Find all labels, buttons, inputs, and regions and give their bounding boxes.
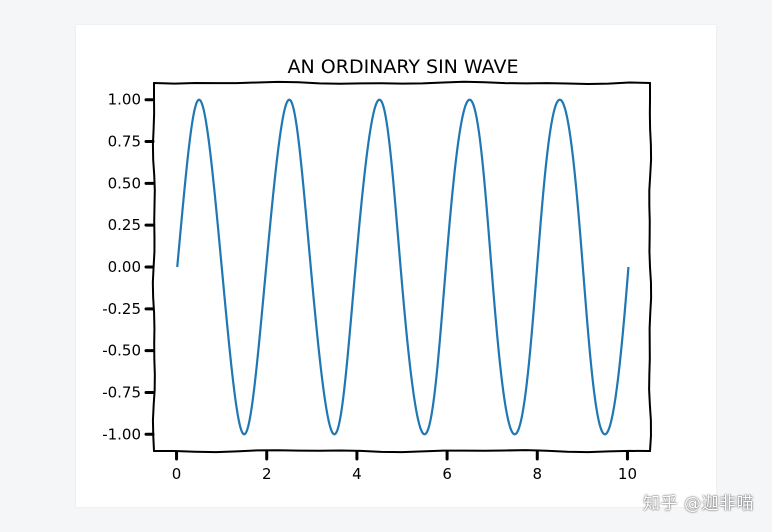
- watermark-text: 知乎 @迦非喵: [643, 494, 754, 514]
- x-tick-label: 8: [532, 465, 542, 483]
- sin-wave-chart: AN ORDINARY SIN WAVE 1.00 0.75 0.50 0.25 0.0…: [102, 56, 653, 483]
- y-tick-label: 0.75: [108, 133, 141, 151]
- x-tick-label: 0: [172, 465, 182, 483]
- figure-panel: AN ORDINARY SIN WAVE 1.00 0.75 0.50 0.25 0.0…: [76, 25, 716, 507]
- y-tick-label: 0.25: [108, 216, 141, 234]
- x-tick-label: 4: [352, 465, 362, 483]
- sin-wave-line: [176, 98, 630, 436]
- y-tick-label: 0.50: [108, 174, 141, 192]
- x-tick-label: 6: [442, 465, 452, 483]
- y-tick-label: -1.00: [102, 425, 141, 443]
- y-tick-label: 0.00: [108, 258, 141, 276]
- x-tick-label: 2: [262, 465, 272, 483]
- chart-title: AN ORDINARY SIN WAVE: [288, 56, 519, 78]
- y-axis-ticks: 1.00 0.75 0.50 0.25 0.00 -0.25 -0.50 -0.75 -1.00: [102, 91, 155, 443]
- y-tick-label: -0.25: [102, 300, 141, 318]
- x-axis-ticks: 0 2 4 6 8 10: [172, 450, 637, 483]
- series-layer: [176, 98, 630, 436]
- y-tick-label: -0.75: [102, 383, 141, 401]
- y-tick-label: 1.00: [108, 91, 141, 109]
- frame-top: [153, 80, 651, 85]
- y-tick-label: -0.50: [102, 342, 141, 360]
- x-tick-label: 10: [618, 465, 637, 483]
- frame-right: [648, 82, 653, 452]
- frame-bottom: [153, 449, 651, 454]
- axes-frame: [151, 80, 653, 454]
